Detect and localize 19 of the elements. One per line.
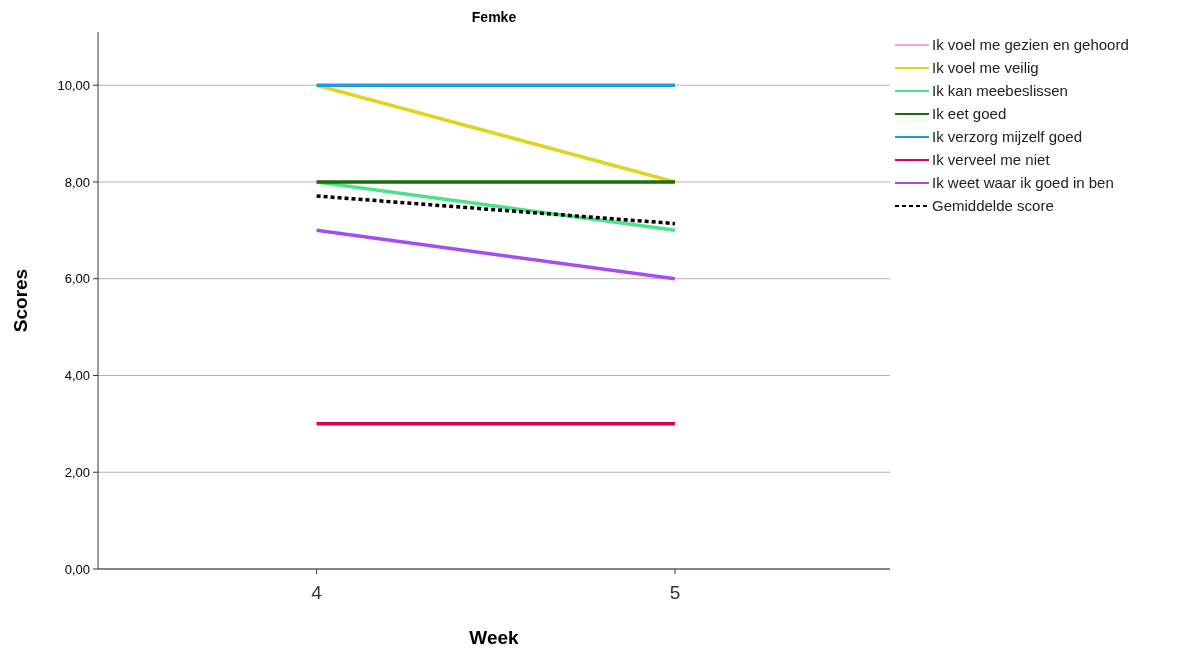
legend-label: Ik kan meebeslissen bbox=[932, 82, 1068, 100]
y-axis-title: Scores bbox=[10, 268, 31, 333]
legend-label: Gemiddelde score bbox=[932, 197, 1054, 215]
y-tick-label: 8,00 bbox=[64, 174, 90, 190]
legend-label: Ik voel me gezien en gehoord bbox=[932, 36, 1129, 54]
y-tick-label: 6,00 bbox=[64, 271, 90, 287]
legend-label: Ik verzorg mijzelf goed bbox=[932, 128, 1083, 146]
x-axis-title: Week bbox=[469, 627, 520, 648]
x-tick-label: 5 bbox=[669, 582, 681, 603]
legend-label: Ik verveel me niet bbox=[932, 151, 1051, 169]
x-tick-label: 4 bbox=[311, 582, 323, 603]
y-tick-label: 4,00 bbox=[64, 368, 90, 384]
legend-label: Ik weet waar ik goed in ben bbox=[932, 174, 1114, 192]
chart-title: Femke bbox=[471, 9, 517, 25]
y-tick-label: 0,00 bbox=[64, 561, 90, 577]
y-tick-label: 10,00 bbox=[57, 77, 90, 93]
legend-label: Ik voel me veilig bbox=[932, 59, 1039, 77]
y-tick-label: 2,00 bbox=[64, 464, 90, 480]
legend-label: Ik eet goed bbox=[932, 105, 1007, 123]
